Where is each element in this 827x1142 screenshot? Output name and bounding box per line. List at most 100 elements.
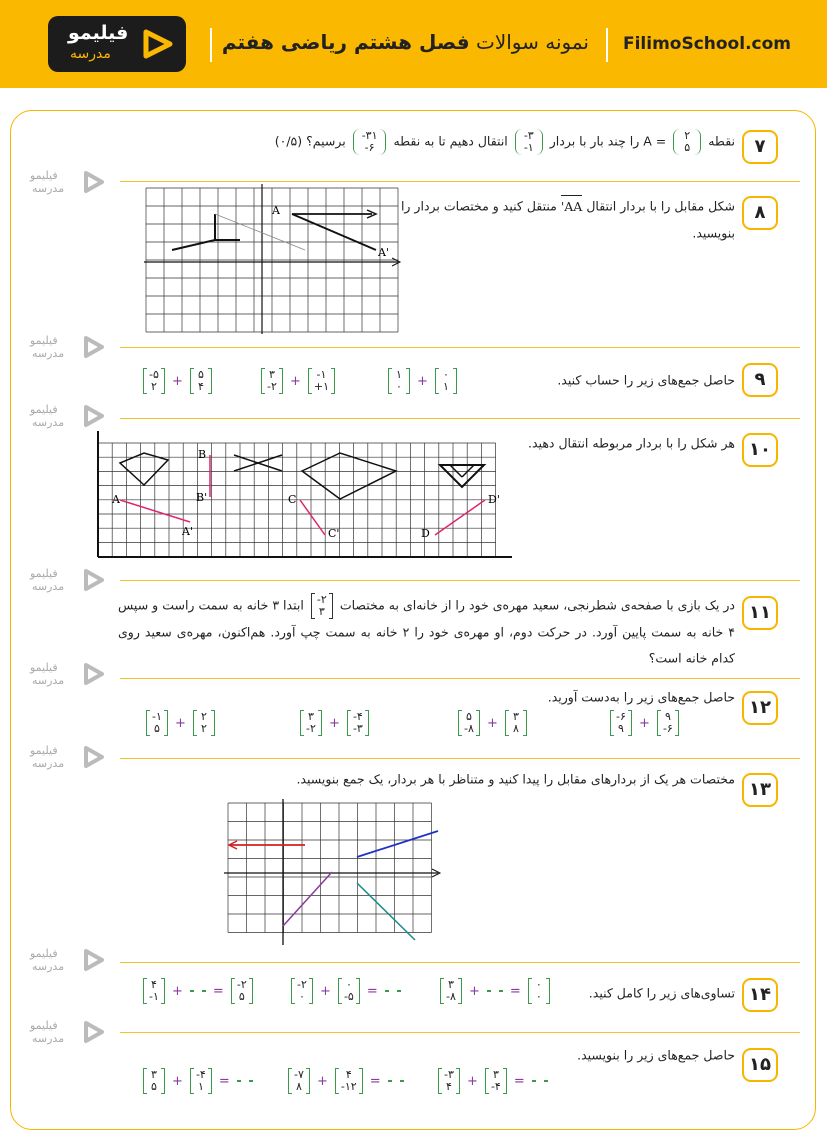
watermark-icon	[84, 171, 104, 193]
question-number: ۱۰	[742, 433, 778, 467]
watermark-icon	[84, 336, 104, 358]
vector	[189, 990, 206, 992]
bracket	[331, 368, 336, 394]
bracket	[189, 990, 194, 992]
bracket	[522, 710, 527, 736]
vector: -۶ ۹	[610, 710, 632, 736]
vector-entry: -۳	[444, 1068, 454, 1081]
vector: -۵ ۲	[143, 368, 165, 394]
bracket	[248, 978, 253, 1004]
brand-sub: مدرسه	[70, 46, 111, 62]
text: حاصل جمع‌های زیر را حساب کنید.	[557, 372, 735, 388]
vector: -۲ ۰	[291, 978, 313, 1004]
bracket	[527, 978, 532, 1004]
vector	[531, 1080, 548, 1082]
question-text: شکل مقابل را با بردار انتقال AA' منتقل ک…	[400, 193, 735, 246]
vector: ۴ -۱۲	[334, 1068, 363, 1094]
bracket	[694, 128, 702, 155]
rule	[120, 758, 800, 759]
rule	[120, 962, 800, 963]
watermark: فیلیمو مدرسه	[30, 743, 110, 773]
vector-entry: ۰	[535, 990, 542, 1003]
watermark-text: فیلیمو	[30, 947, 58, 960]
expression: ۳ -۲ + -۴ -۳	[297, 710, 372, 736]
figure	[224, 799, 442, 945]
bracket	[291, 978, 295, 1004]
bracket	[531, 1080, 536, 1082]
vector-entry: ۹	[618, 722, 624, 735]
expression: ۳ -۲ + -۱ +۱	[258, 368, 338, 394]
question-text: تساوی‌های زیر را کامل کنید.	[540, 980, 735, 1007]
operator: =	[212, 983, 224, 999]
vector	[384, 990, 401, 992]
bracket	[161, 978, 165, 1004]
question-text: حاصل جمع‌های زیر را بنویسید.	[450, 1042, 735, 1069]
segment	[282, 871, 333, 927]
vector-entries: -۴ -۳	[351, 710, 365, 736]
bracket	[143, 978, 147, 1004]
vector-entries	[194, 990, 202, 992]
vector-entry: -۴	[490, 1080, 501, 1093]
shape	[118, 452, 170, 487]
operator: +	[417, 373, 428, 389]
vector: ۹ -۶	[656, 710, 679, 736]
vector-entry: ۰	[345, 978, 352, 991]
vector-entries: -۷ ۸	[292, 1068, 306, 1094]
text: = A را چند بار با بردار	[549, 133, 667, 149]
vector-entry: -۸	[446, 990, 456, 1003]
watermark: فیلیمو مدرسه	[30, 333, 110, 363]
figure-label: C'	[328, 527, 339, 540]
text: نقطه	[708, 133, 735, 149]
vector: ۳ -۸	[440, 978, 462, 1004]
arrowhead	[431, 868, 442, 878]
question-number: ۱۳	[742, 773, 778, 807]
operator: =	[218, 1073, 230, 1089]
vector-entry: ۲	[151, 380, 157, 393]
icon	[84, 569, 104, 591]
vector-entry: ۱	[197, 1080, 204, 1093]
operator: +	[172, 373, 183, 389]
bracket	[543, 1080, 548, 1082]
bracket	[502, 1068, 507, 1094]
vector-entry: -۴	[352, 710, 363, 723]
bracket	[452, 368, 457, 394]
arrowhead	[366, 209, 378, 219]
vector-entry: ۵	[151, 1080, 157, 1093]
watermark-icon	[84, 569, 104, 591]
vector: -۳ -۱	[514, 128, 543, 155]
watermark-text: مدرسه	[32, 182, 65, 195]
logo-icon	[143, 29, 173, 59]
expression: ۳ ۵ + -۴ ۱ =	[140, 1068, 256, 1094]
question-text: حاصل جمع‌های زیر را حساب کنید.	[500, 367, 735, 394]
expression: -۶ ۹ +۹ -۶	[607, 710, 682, 736]
vector	[236, 1080, 253, 1082]
vector-entries: -۱ ۵	[150, 710, 164, 736]
bracket	[456, 1068, 460, 1094]
vector: -۴ -۳	[346, 710, 369, 736]
vector-entries: -۳ ۴	[442, 1068, 456, 1094]
bracket	[674, 710, 679, 736]
watermark-text: فیلیمو	[30, 567, 58, 580]
bracket	[434, 368, 439, 394]
watermark: فیلیمو مدرسه	[30, 168, 110, 198]
vector-entries: -۲ ۰	[295, 978, 309, 1004]
watermark-icon	[84, 746, 104, 768]
vector-entries: -۳۱ -۶	[360, 129, 380, 155]
vector-entries: ۳ -۸	[444, 978, 458, 1004]
vector: ۳ -۲	[300, 710, 322, 736]
rule	[120, 181, 800, 182]
vector-entries: ۳ -۴	[489, 1068, 503, 1094]
bracket	[346, 710, 351, 736]
segment	[233, 454, 283, 472]
vector-entry: -۱	[152, 710, 162, 723]
icon	[84, 949, 104, 971]
vector: -۴ ۱	[189, 1068, 212, 1094]
vector-entry: ۹	[664, 710, 671, 723]
rule	[120, 678, 800, 679]
question-text: هر شکل را با بردار مربوطه انتقال دهید.	[520, 430, 735, 457]
